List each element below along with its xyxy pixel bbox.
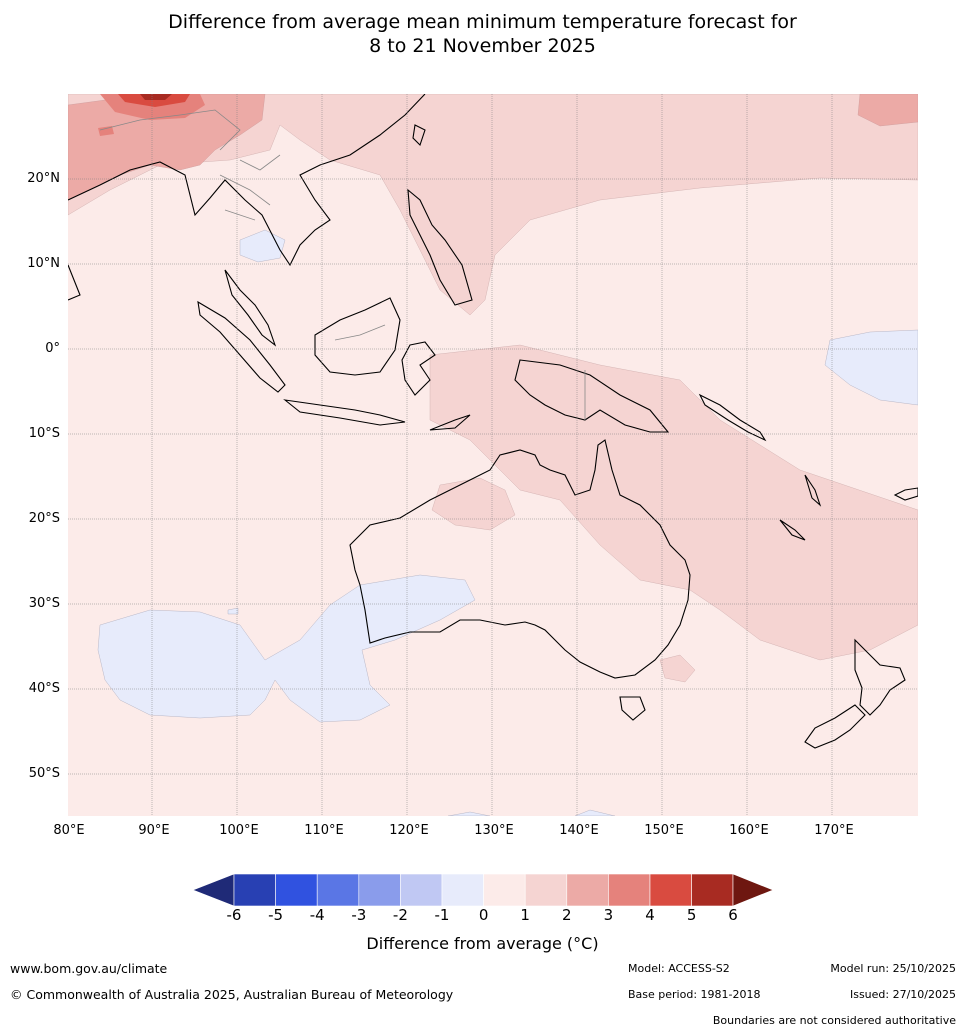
border-borneo bbox=[334, 324, 386, 341]
lat-label: 30°S bbox=[28, 596, 60, 611]
coast-new-caledonia bbox=[779, 519, 806, 541]
title-line-2: 8 to 21 November 2025 bbox=[369, 35, 596, 57]
colorbar-swatch bbox=[483, 873, 526, 907]
colorbar-tick: -2 bbox=[392, 906, 408, 924]
lon-label: 160°E bbox=[729, 823, 769, 838]
website-link[interactable]: www.bom.gov.au/climate bbox=[10, 961, 168, 976]
model-info: Model: ACCESS-S2 bbox=[628, 962, 730, 975]
coast-india-edge bbox=[68, 264, 81, 301]
coastlines bbox=[68, 94, 918, 749]
country-borders bbox=[99, 109, 586, 420]
coast-borneo bbox=[314, 297, 401, 376]
colorbar-swatch bbox=[524, 873, 568, 907]
coast-new-zealand-north bbox=[854, 638, 906, 716]
colorbar-tick: -6 bbox=[226, 906, 242, 924]
colorbar-swatch bbox=[275, 873, 318, 907]
colorbar-label: Difference from average (°C) bbox=[366, 934, 599, 953]
coast-solomons bbox=[698, 393, 767, 442]
colorbar-tick: -5 bbox=[268, 906, 284, 924]
coast-vanuatu bbox=[804, 474, 822, 507]
coast-new-zealand-south bbox=[804, 704, 866, 749]
coast-mainland-asia bbox=[68, 94, 426, 267]
colorbar-swatch bbox=[400, 873, 443, 907]
coast-sumatra bbox=[197, 300, 286, 393]
lon-label: 130°E bbox=[474, 823, 514, 838]
coast-new-guinea bbox=[514, 359, 670, 433]
lon-label: 140°E bbox=[559, 823, 599, 838]
lon-label: 150°E bbox=[644, 823, 684, 838]
colorbar bbox=[192, 873, 774, 907]
lat-label: 20°S bbox=[28, 511, 60, 526]
coast-java bbox=[283, 399, 406, 426]
anomaly-zone-1-2-nw-shelf bbox=[431, 477, 516, 531]
colorbar-tick: 3 bbox=[603, 906, 614, 924]
colorbar-tick: 1 bbox=[520, 906, 530, 924]
colorbar-swatch bbox=[608, 873, 651, 907]
colorbar-tick: 2 bbox=[562, 906, 572, 924]
boundaries-note: Boundaries are not considered authoritat… bbox=[712, 1014, 956, 1027]
colorbar-tick: -1 bbox=[434, 906, 450, 924]
title-line-1: Difference from average mean minimum tem… bbox=[168, 11, 797, 33]
coast-australia bbox=[349, 439, 691, 679]
coast-malay-peninsula bbox=[224, 269, 277, 347]
map-title: Difference from average mean minimum tem… bbox=[0, 10, 965, 58]
lon-label: 100°E bbox=[219, 823, 259, 838]
lat-label: 50°S bbox=[28, 766, 60, 781]
colorbar-swatch-high bbox=[732, 873, 774, 907]
colorbar-tick: 6 bbox=[728, 906, 738, 924]
colorbar-tick: -4 bbox=[309, 906, 325, 924]
colorbar-swatch bbox=[316, 873, 360, 907]
lat-label: 0° bbox=[45, 341, 60, 356]
lon-label: 120°E bbox=[389, 823, 429, 838]
anomaly-zone-3-4-small bbox=[98, 126, 114, 136]
lat-label: 40°S bbox=[28, 681, 60, 696]
anomaly-zone-4-5 bbox=[118, 94, 190, 107]
colorbar-swatch bbox=[358, 873, 401, 907]
model-run: Model run: 25/10/2025 bbox=[830, 962, 956, 975]
copyright: © Commonwealth of Australia 2025, Austra… bbox=[10, 987, 454, 1002]
lat-label: 20°N bbox=[27, 171, 60, 186]
colorbar-tick: -3 bbox=[351, 906, 367, 924]
anomaly-zone-neg1-0-indian bbox=[97, 574, 476, 723]
anomaly-zone-1-2-tasman bbox=[659, 654, 696, 683]
anomaly-zone-5-6 bbox=[140, 94, 172, 100]
colorbar-tick: 0 bbox=[478, 906, 489, 924]
coast-philippines bbox=[407, 188, 473, 306]
base-period: Base period: 1981-2018 bbox=[628, 988, 761, 1001]
coast-sulawesi bbox=[401, 341, 436, 396]
issued-date: Issued: 27/10/2025 bbox=[849, 988, 956, 1001]
anomaly-zone-1-2-south bbox=[429, 344, 918, 661]
anomaly-zone-2-3-pacific bbox=[857, 94, 918, 127]
lon-label: 110°E bbox=[304, 823, 344, 838]
coast-timor bbox=[429, 414, 471, 431]
anomaly-zone-neg1-0-south bbox=[447, 809, 616, 816]
border-asia bbox=[99, 109, 281, 221]
coast-taiwan bbox=[412, 124, 426, 147]
coast-tasmania bbox=[619, 696, 646, 721]
lon-label: 170°E bbox=[814, 823, 854, 838]
colorbar-tick: 4 bbox=[645, 906, 655, 924]
lat-label: 10°N bbox=[27, 256, 60, 271]
colorbar-swatch bbox=[691, 873, 734, 907]
coast-fiji bbox=[893, 487, 918, 501]
colorbar-swatch bbox=[649, 873, 692, 907]
map-gridlines bbox=[68, 94, 918, 816]
colorbar-swatch bbox=[441, 873, 484, 907]
anomaly-zone-neg1-0-bight bbox=[227, 607, 239, 615]
lat-label: 10°S bbox=[28, 426, 60, 441]
colorbar-swatch-low bbox=[192, 873, 235, 907]
lon-label: 80°E bbox=[53, 823, 85, 838]
anomaly-zone-1-2-north bbox=[68, 94, 918, 316]
colorbar-swatch bbox=[233, 873, 276, 907]
anomaly-map bbox=[68, 94, 918, 816]
colorbar-tick: 5 bbox=[686, 906, 697, 924]
lon-label: 90°E bbox=[138, 823, 170, 838]
colorbar-swatch bbox=[566, 873, 609, 907]
